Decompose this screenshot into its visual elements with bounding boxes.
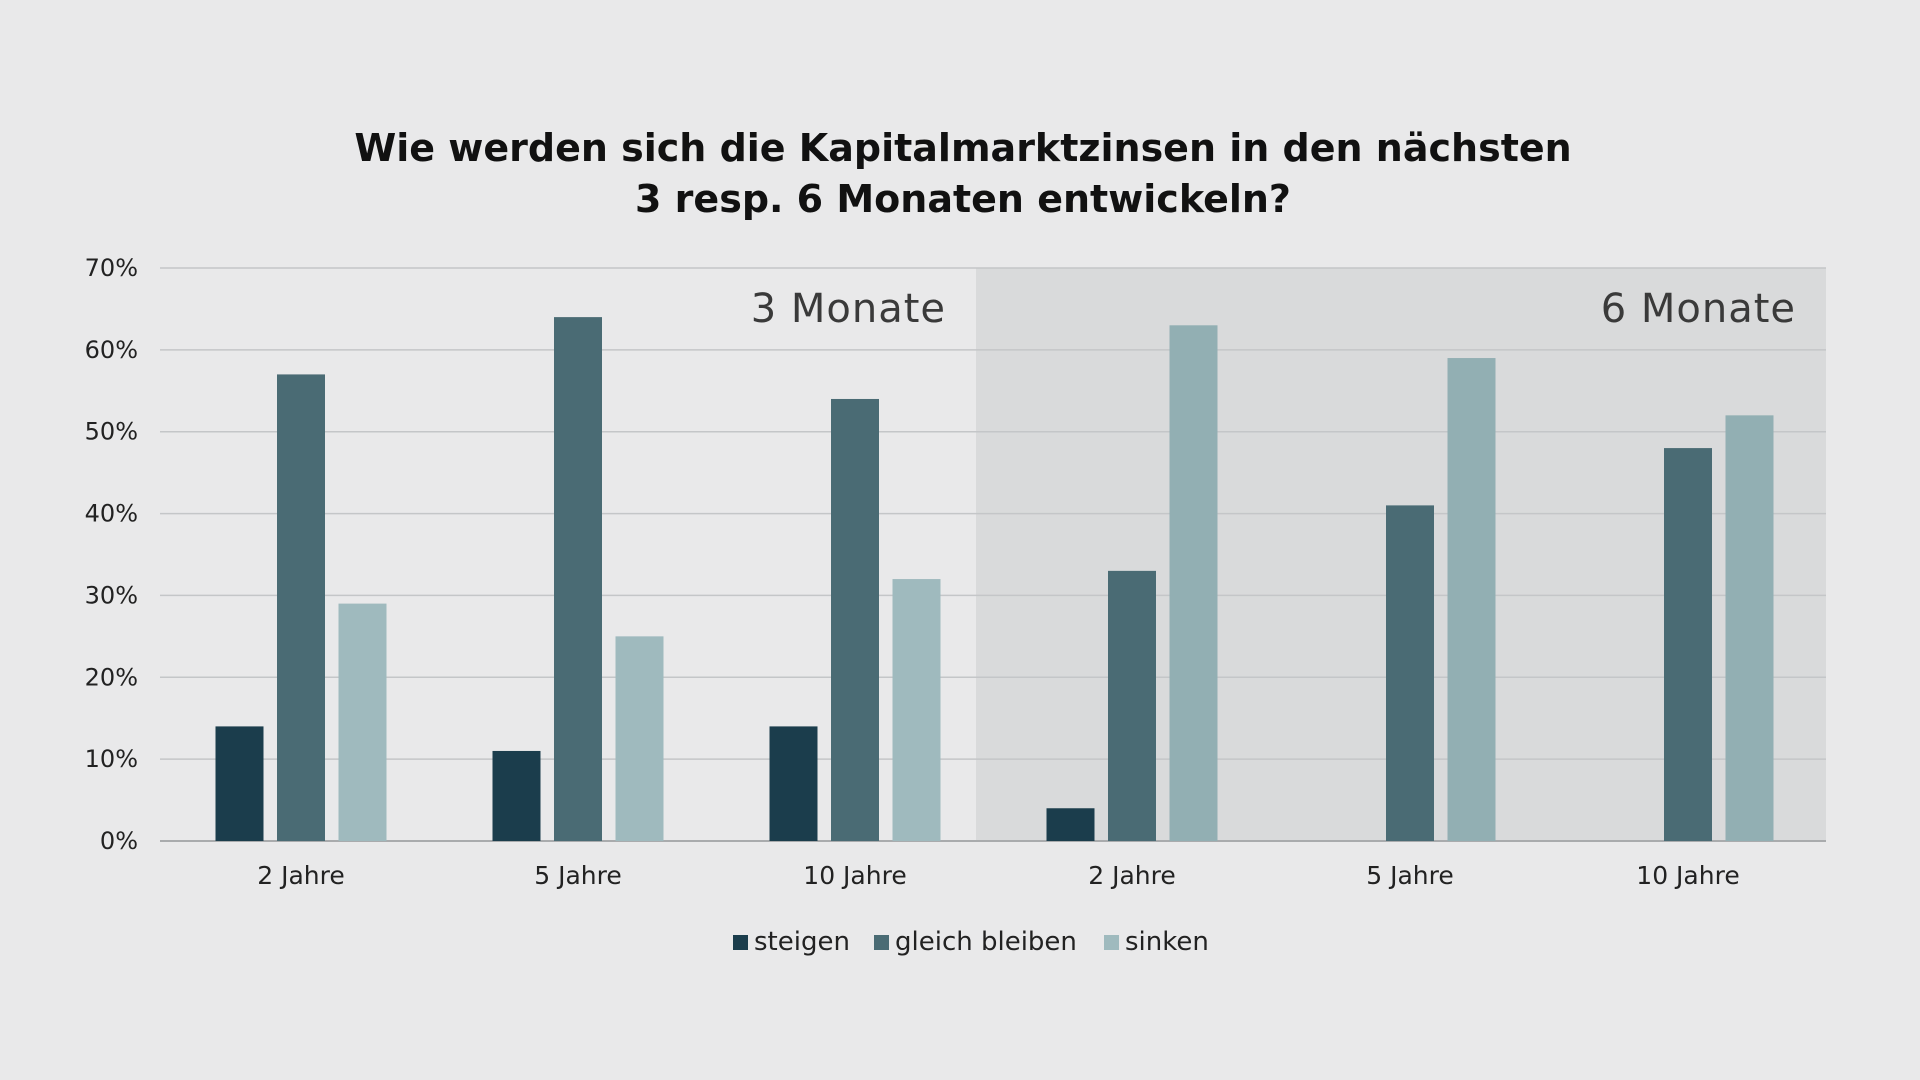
legend-label: sinken xyxy=(1125,927,1209,957)
legend: steigen gleich bleiben sinken xyxy=(733,927,1209,957)
bar-sinken xyxy=(338,603,387,841)
x-category-label: 10 Jahre xyxy=(803,861,906,890)
y-tick-label: 20% xyxy=(85,663,138,691)
bar-sinken xyxy=(892,579,941,841)
legend-swatch xyxy=(874,935,889,950)
x-category-label: 5 Jahre xyxy=(534,861,622,890)
bar-gleich-bleiben xyxy=(554,317,602,842)
panel-label-3-monate: 3 Monate xyxy=(751,286,946,332)
y-tick-label: 40% xyxy=(85,500,138,528)
legend-swatch xyxy=(733,935,748,950)
gridlines xyxy=(160,267,1826,842)
bar-sinken xyxy=(615,636,664,841)
y-tick-label: 60% xyxy=(85,336,138,364)
legend-swatch xyxy=(1104,935,1119,950)
chart-title-line-2: 3 resp. 6 Monaten entwickeln? xyxy=(635,177,1291,221)
y-axis-ticks: 0% 10% 20% 30% 40% 50% 60% 70% xyxy=(85,254,138,855)
bar-steigen xyxy=(769,726,818,841)
bar-steigen xyxy=(215,726,264,841)
bar-sinken xyxy=(1447,358,1496,841)
bar-sinken xyxy=(1725,415,1774,841)
x-category-label: 5 Jahre xyxy=(1366,861,1454,890)
bar-steigen xyxy=(1046,808,1095,841)
x-category-label: 2 Jahre xyxy=(1088,861,1176,890)
bar-steigen xyxy=(492,750,541,841)
x-category-label: 2 Jahre xyxy=(257,861,345,890)
panel-label-6-monate: 6 Monate xyxy=(1601,286,1796,332)
legend-label: gleich bleiben xyxy=(895,927,1077,957)
bar-sinken xyxy=(1169,325,1218,841)
y-tick-label: 10% xyxy=(85,745,138,773)
legend-label: steigen xyxy=(754,927,850,957)
y-tick-label: 30% xyxy=(85,581,138,609)
y-tick-label: 50% xyxy=(85,418,138,446)
bar-gleich-bleiben xyxy=(277,374,325,841)
bar-gleich-bleiben xyxy=(1108,570,1156,841)
bar-gleich-bleiben xyxy=(831,398,879,841)
bar-gleich-bleiben xyxy=(1664,448,1712,841)
y-tick-label: 70% xyxy=(85,254,138,282)
x-category-label: 10 Jahre xyxy=(1636,861,1739,890)
bar-gleich-bleiben xyxy=(1386,505,1434,841)
y-tick-label: 0% xyxy=(100,827,138,855)
x-axis-categories: 2 Jahre 5 Jahre 10 Jahre 2 Jahre 5 Jahre 10 J… xyxy=(257,861,1739,890)
chart-title-line-1: Wie werden sich die Kapitalmarktzinsen i… xyxy=(354,126,1571,170)
bars xyxy=(215,317,1774,842)
